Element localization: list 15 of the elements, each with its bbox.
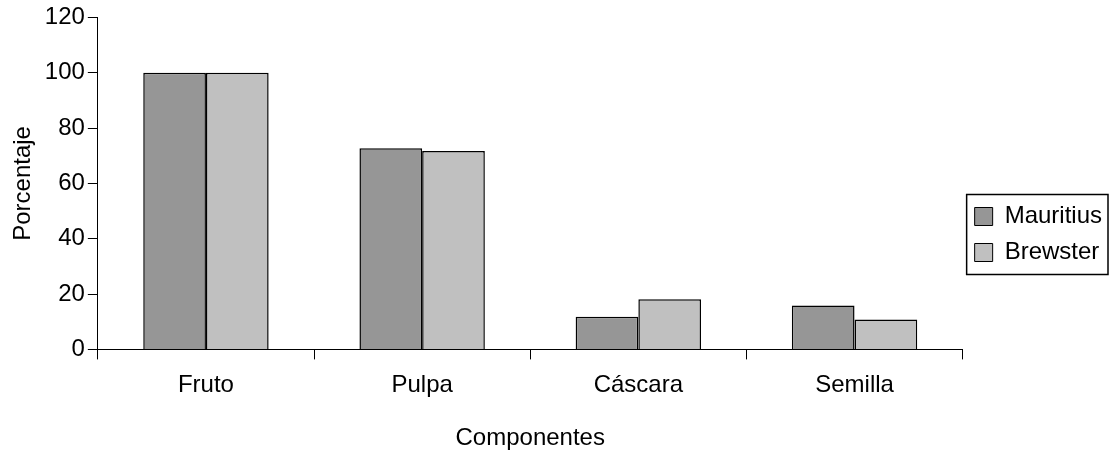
- y-tick-label: 40: [58, 223, 85, 251]
- y-tick-label: 0: [71, 334, 85, 362]
- y-tick-label: 120: [44, 2, 85, 30]
- y-tick-label: 80: [58, 112, 85, 140]
- y-tick-label: 100: [44, 57, 85, 85]
- x-axis-title: Componentes: [455, 423, 605, 451]
- x-tick-label: Pulpa: [391, 370, 454, 398]
- legend-label: Mauritius: [1004, 201, 1102, 229]
- y-tick-label: 60: [58, 168, 85, 196]
- y-tick-label: 20: [58, 278, 85, 306]
- legend-label: Brewster: [1004, 237, 1100, 265]
- x-tick-label: Semilla: [815, 370, 895, 398]
- x-tick-label: Fruto: [177, 370, 234, 398]
- x-tick-label: Cáscara: [593, 370, 684, 398]
- y-axis-title: Porcentaje: [8, 126, 36, 241]
